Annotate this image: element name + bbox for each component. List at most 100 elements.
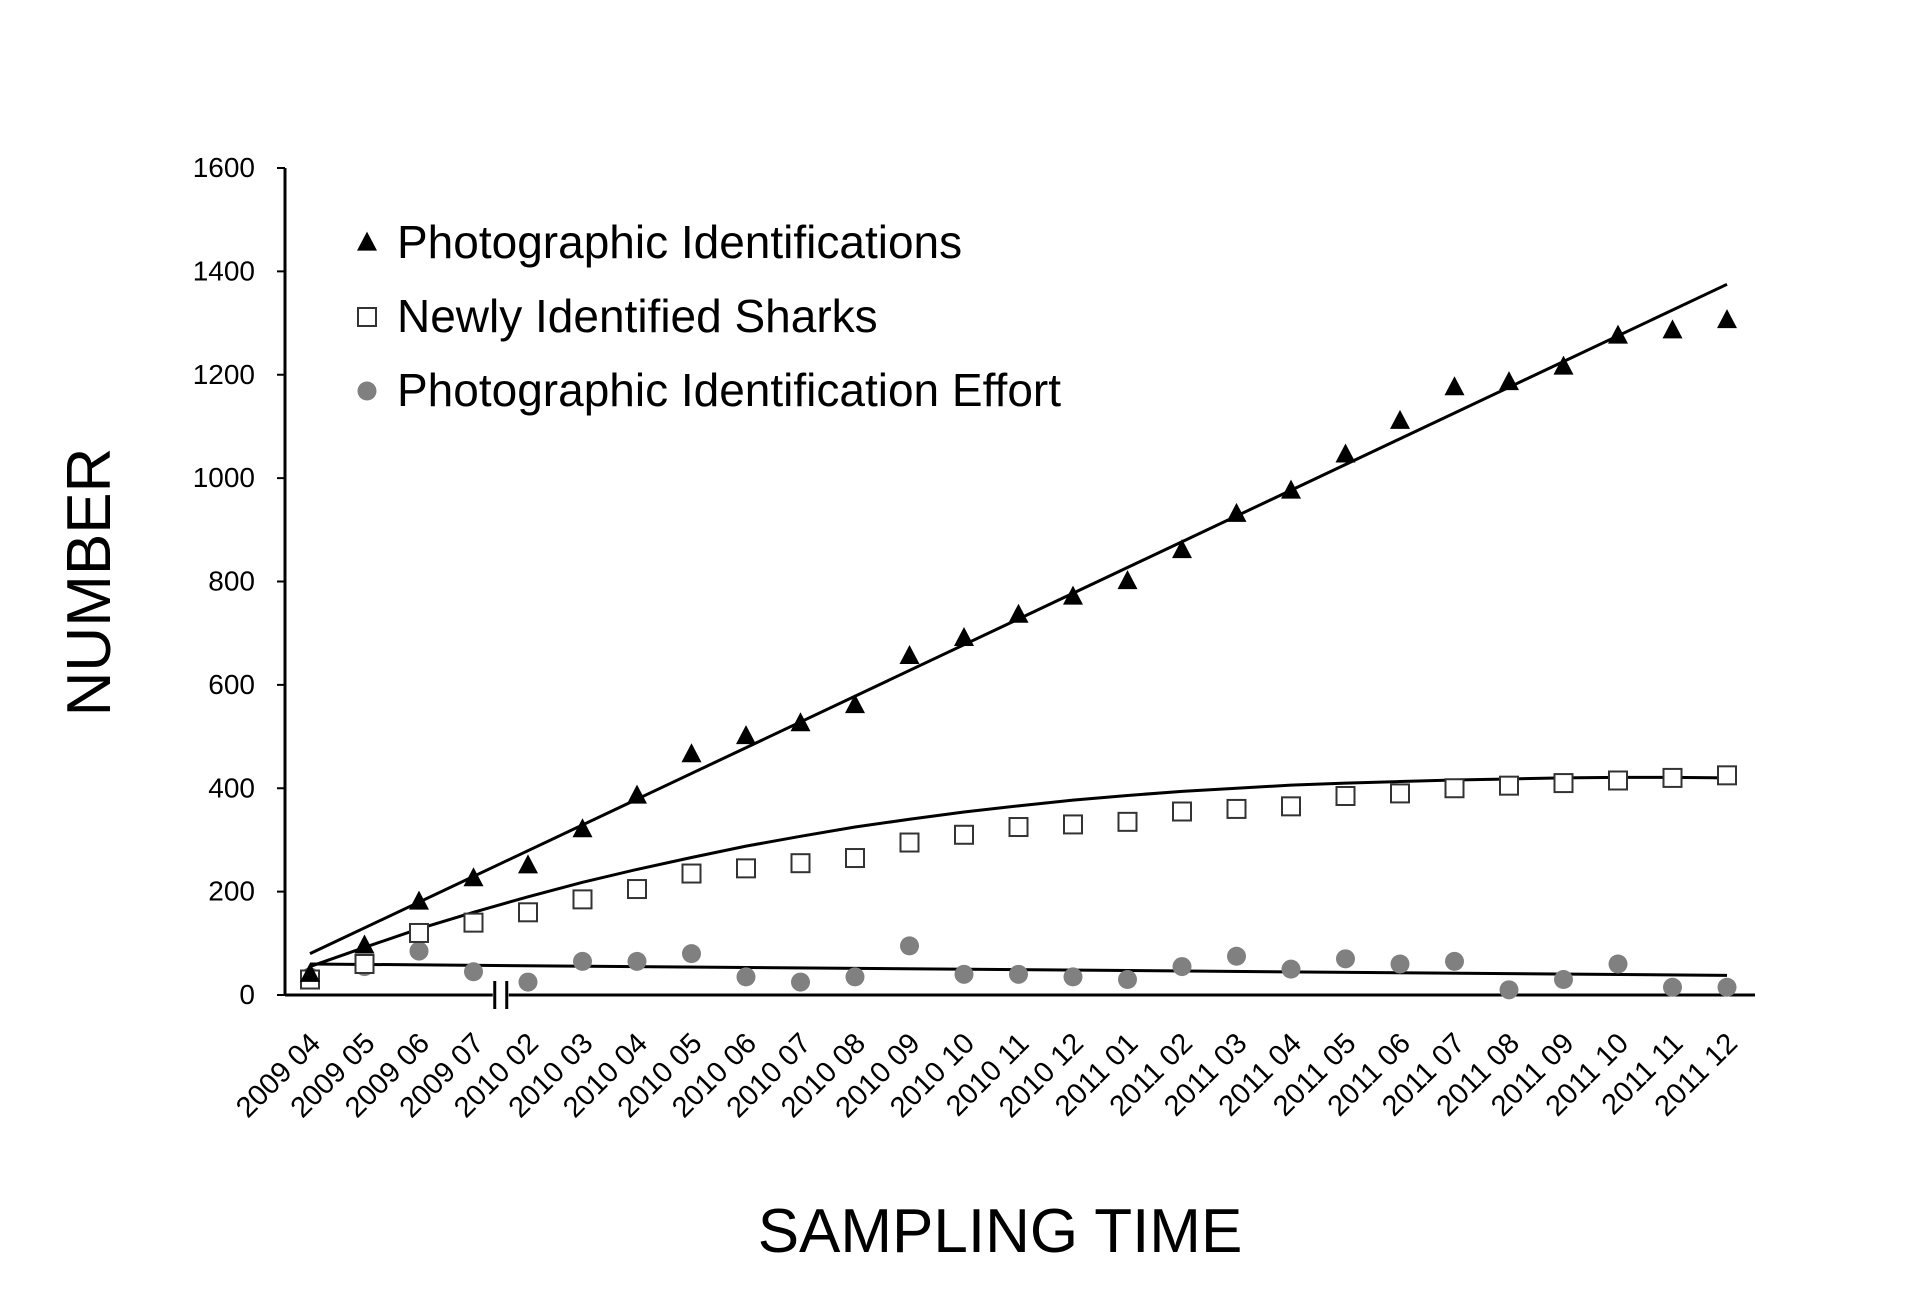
- data-point: [1444, 778, 1465, 799]
- data-point: [1390, 409, 1410, 429]
- data-point: [1717, 309, 1737, 329]
- data-point: [1117, 570, 1138, 590]
- data-point: [1662, 767, 1683, 788]
- data-point: [1553, 355, 1574, 375]
- data-point: [682, 944, 701, 964]
- x-axis-title: SAMPLING TIME: [758, 1197, 1243, 1266]
- data-point: [1117, 811, 1138, 832]
- axis-break-gap: [492, 981, 509, 1009]
- legend-marker: [357, 381, 377, 401]
- data-point: [1226, 798, 1247, 819]
- data-point: [681, 743, 702, 763]
- y-axis-title: NUMBER: [55, 448, 124, 717]
- data-point: [1335, 786, 1356, 807]
- data-point: [1444, 376, 1465, 396]
- data-point: [736, 725, 756, 745]
- legend-marker: [357, 231, 377, 251]
- data-point: [1553, 773, 1574, 794]
- data-point: [518, 902, 538, 923]
- data-point: [899, 832, 920, 853]
- data-point: [681, 863, 702, 884]
- data-point: [845, 967, 865, 987]
- data-point: [409, 890, 429, 910]
- data-point: [572, 889, 593, 910]
- data-point: [1717, 765, 1737, 786]
- y-tick-label: 1600: [193, 152, 255, 183]
- data-point: [1335, 443, 1356, 463]
- data-point: [1008, 603, 1029, 623]
- data-point: [1608, 954, 1628, 974]
- data-point: [1009, 964, 1028, 984]
- data-point: [954, 824, 974, 845]
- data-point: [354, 953, 375, 974]
- data-point: [1281, 796, 1301, 817]
- data-point: [899, 645, 920, 665]
- y-tick-label: 800: [208, 566, 255, 597]
- y-tick-label: 200: [208, 876, 255, 907]
- y-tick-label: 1200: [193, 359, 255, 390]
- data-point: [1227, 946, 1246, 966]
- data-point: [1608, 770, 1628, 791]
- legend-marker: [357, 307, 377, 327]
- data-point: [791, 972, 810, 992]
- data-point: [1226, 502, 1247, 522]
- data-point: [1390, 954, 1410, 974]
- y-tick-label: 400: [208, 772, 255, 803]
- data-point: [518, 854, 538, 874]
- y-tick-label: 1000: [193, 462, 255, 493]
- data-point: [845, 694, 865, 714]
- data-point: [1445, 951, 1464, 971]
- data-point: [1063, 967, 1083, 987]
- data-point: [572, 818, 593, 838]
- data-point: [1281, 959, 1301, 979]
- data-point: [409, 941, 429, 961]
- data-point: [1281, 479, 1301, 499]
- data-marks: [300, 309, 1737, 1000]
- legend: Photographic Identifications Newly Identi…: [357, 216, 1061, 416]
- data-point: [1336, 949, 1355, 969]
- data-point: [1663, 977, 1682, 997]
- data-point: [1390, 783, 1410, 804]
- data-point: [1499, 371, 1519, 391]
- data-point: [463, 867, 484, 887]
- data-point: [1499, 980, 1519, 1000]
- data-point: [736, 858, 756, 879]
- y-tick-label: 600: [208, 669, 255, 700]
- data-point: [1172, 957, 1192, 977]
- data-point: [790, 853, 811, 874]
- y-tick-label: 1400: [193, 255, 255, 286]
- data-point: [1063, 585, 1083, 605]
- data-point: [409, 922, 429, 943]
- data-point: [1172, 539, 1192, 559]
- data-point: [463, 912, 484, 933]
- data-point: [954, 626, 974, 646]
- data-point: [627, 784, 647, 804]
- data-point: [1662, 319, 1683, 339]
- data-point: [736, 967, 756, 987]
- data-point: [573, 951, 592, 971]
- data-point: [900, 936, 919, 956]
- data-point: [1608, 324, 1628, 344]
- data-point: [1172, 801, 1192, 822]
- data-point: [627, 879, 647, 900]
- data-point: [1499, 775, 1519, 796]
- data-point: [1554, 969, 1573, 989]
- data-point: [1063, 814, 1083, 835]
- data-point: [1717, 977, 1737, 997]
- legend-label: Photographic Identifications: [397, 216, 962, 268]
- data-point: [464, 962, 483, 982]
- y-tick-label: 0: [239, 979, 255, 1010]
- data-point: [790, 712, 811, 732]
- trend-curve: [309, 775, 1728, 968]
- legend-label: Photographic Identification Effort: [397, 364, 1061, 416]
- data-point: [300, 962, 320, 982]
- data-point: [954, 964, 974, 984]
- data-point: [354, 934, 375, 954]
- data-point: [845, 848, 865, 869]
- data-point: [627, 951, 647, 971]
- legend-label: Newly Identified Sharks: [397, 290, 878, 342]
- data-point: [518, 972, 538, 992]
- data-point: [1118, 969, 1137, 989]
